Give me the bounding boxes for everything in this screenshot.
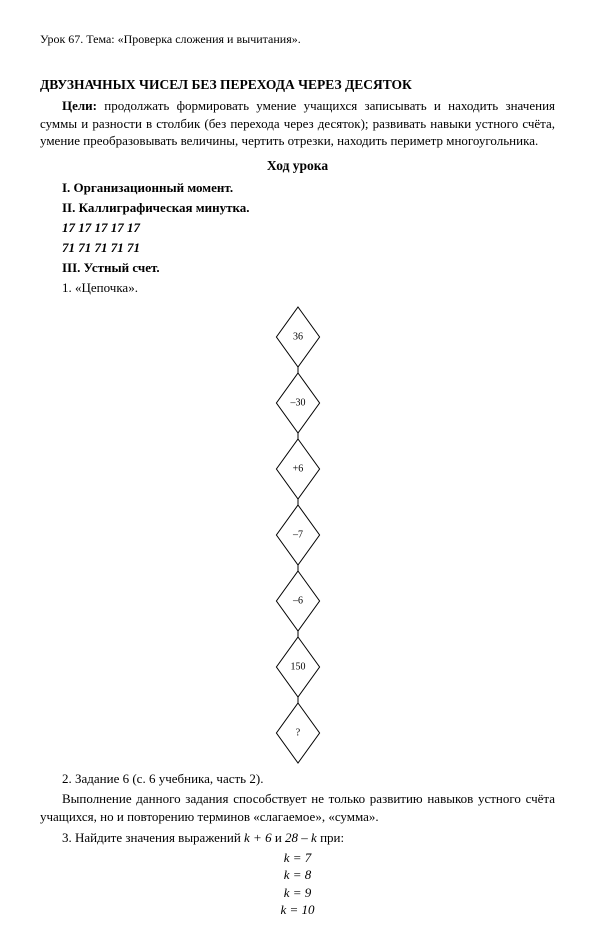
lesson-topic: Урок 67. Тема: «Проверка сложения и вычи… (40, 32, 555, 47)
section-3-1: 1. «Цепочка». (62, 278, 555, 298)
svg-text:?: ? (295, 728, 300, 739)
task2-title: 2. Задание 6 (с. 6 учебника, часть 2). (62, 771, 263, 786)
task3: 3. Найдите значения выражений k + 6 и 28… (40, 829, 555, 847)
task3-suffix: при: (317, 830, 344, 845)
svg-text:–30: –30 (289, 398, 305, 409)
heading: ДВУЗНАЧНЫХ ЧИСЕЛ БЕЗ ПЕРЕХОДА ЧЕРЕЗ ДЕСЯ… (40, 77, 555, 93)
svg-text:36: 36 (293, 332, 303, 343)
task3-prefix: 3. Найдите значения выражений (62, 830, 244, 845)
k-value: k = 7 (40, 849, 555, 867)
task3-mid: и (272, 830, 285, 845)
flow-title: Ход урока (40, 158, 555, 174)
k-list: k = 7k = 8k = 9k = 10 (40, 849, 555, 919)
k-value: k = 9 (40, 884, 555, 902)
task3-expr1: k + 6 (244, 830, 272, 845)
task2: 2. Задание 6 (с. 6 учебника, часть 2). (40, 770, 555, 788)
task3-expr2: 28 – k (285, 830, 317, 845)
task2-body: Выполнение данного задания способствует … (40, 790, 555, 825)
svg-text:150: 150 (290, 662, 305, 673)
section-3: III. Устный счет. (62, 258, 555, 278)
goals-label: Цели: (62, 98, 97, 113)
k-value: k = 10 (40, 901, 555, 919)
svg-text:–7: –7 (292, 530, 303, 541)
section-1: I. Организационный момент. (62, 178, 555, 198)
calligraphy-line-17: 17 17 17 17 17 (62, 218, 555, 238)
calligraphy-line-71: 71 71 71 71 71 (62, 238, 555, 258)
task2-text: Выполнение данного задания способствует … (40, 791, 555, 824)
svg-text:–6: –6 (292, 596, 303, 607)
chain-svg: 36 –30 +6 –7 –6 150? (266, 306, 330, 764)
k-value: k = 8 (40, 866, 555, 884)
sections: I. Организационный момент. II. Каллиграф… (62, 178, 555, 299)
chain-diagram: 36 –30 +6 –7 –6 150? (40, 306, 555, 764)
section-2: II. Каллиграфическая минутка. (62, 198, 555, 218)
svg-text:+6: +6 (292, 464, 303, 475)
goals-paragraph: Цели: продолжать формировать умение учащ… (40, 97, 555, 150)
goals-text: продолжать формировать умение учащихся з… (40, 98, 555, 148)
